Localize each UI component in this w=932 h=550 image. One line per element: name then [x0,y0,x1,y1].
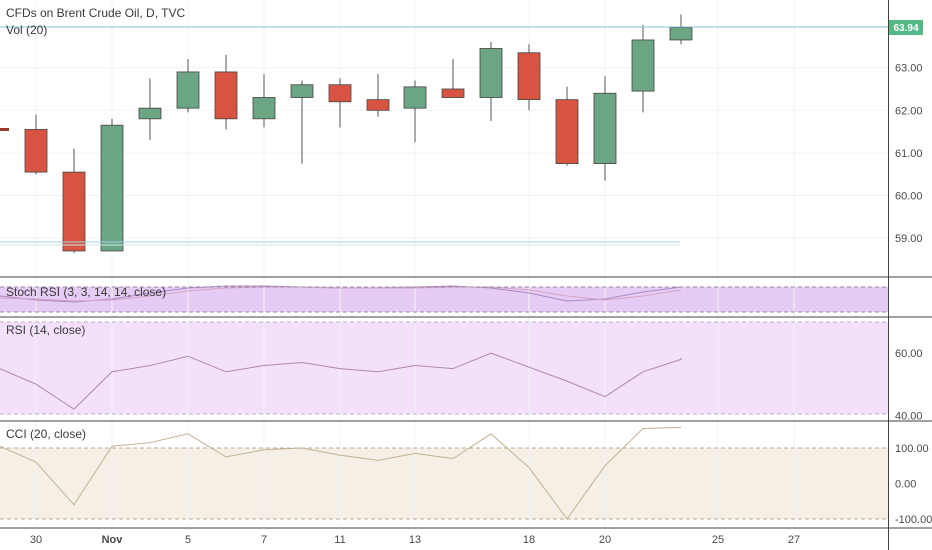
time-tick-label: 25 [712,534,724,546]
price-tick-label: 63.00 [895,63,923,75]
price-tick-label: 62.00 [895,105,923,117]
candle-body [328,84,352,103]
cci-tick-label: 0.00 [895,479,916,491]
candle[interactable] [328,78,352,128]
candle[interactable] [252,74,276,128]
candle[interactable] [366,74,390,117]
time-tick-label: 30 [30,534,42,546]
stoch-rsi-title: Stoch RSI (3, 3, 14, 14, close) [6,285,166,299]
price-axis[interactable]: 59.00 60.00 61.00 62.00 63.00 40.00 60.00 100.0… [895,63,932,526]
left-marker [0,128,9,131]
candle-body [62,171,86,252]
candle[interactable] [669,14,693,45]
volume-label: Vol (20) [6,23,47,37]
cci-tick-label: 100.00 [895,443,929,455]
candle[interactable] [138,78,162,141]
grid [0,0,888,528]
price-tick-label: 59.00 [895,233,923,245]
candle[interactable] [214,54,238,130]
candle-body [593,92,617,164]
candle[interactable] [441,59,465,98]
last-price-badge-text: 63.94 [893,23,918,34]
candle-body [100,124,124,252]
rsi-line [0,352,682,410]
time-tick-label: 20 [599,534,611,546]
candle[interactable] [517,44,541,111]
chart-title: CFDs on Brent Crude Oil, D, TVC [6,6,185,20]
price-tick-label: 60.00 [895,191,923,203]
candle[interactable] [62,148,86,254]
time-tick-label: 13 [409,534,421,546]
last-price-badge [889,20,923,35]
candle-body [403,86,427,109]
time-tick-label: 11 [334,534,345,546]
candle[interactable] [631,25,655,113]
stoch-rsi-band [0,287,888,312]
cci-title: CCI (20, close) [6,427,86,441]
time-tick-label: Nov [102,534,124,546]
candle-body [138,107,162,120]
stoch-d-line [0,286,682,302]
cci-band [0,448,888,519]
rsi-tick-label: 60.00 [895,348,923,360]
candle-body [669,27,693,41]
candle-body [366,99,390,111]
time-tick-label: 5 [185,534,191,546]
candle[interactable] [100,118,124,252]
candle[interactable] [403,80,427,143]
candle-body [441,88,465,98]
time-tick-label: 7 [261,534,267,546]
candle[interactable] [24,114,48,175]
time-tick-label: 27 [788,534,800,546]
candle-body [24,129,48,173]
candle-body [479,48,503,98]
candle-body [252,97,276,120]
candle[interactable] [176,59,200,113]
candle[interactable] [555,86,579,166]
candle-body [631,39,655,92]
time-tick-label: 18 [523,534,535,546]
rsi-tick-label: 40.00 [895,410,923,422]
candles [24,14,693,254]
candle[interactable] [593,76,617,181]
candle-body [176,71,200,109]
price-tick-label: 61.00 [895,148,923,160]
rsi-title: RSI (14, close) [6,323,85,337]
candle[interactable] [479,42,503,121]
candle-body [214,71,238,120]
cci-tick-label: -100.00 [895,514,932,526]
candle[interactable] [290,80,314,164]
candle-body [517,52,541,101]
time-axis[interactable]: 30 Nov 5 7 11 13 18 20 25 27 [30,534,800,546]
candle-body [290,84,314,98]
candle-body [555,99,579,164]
